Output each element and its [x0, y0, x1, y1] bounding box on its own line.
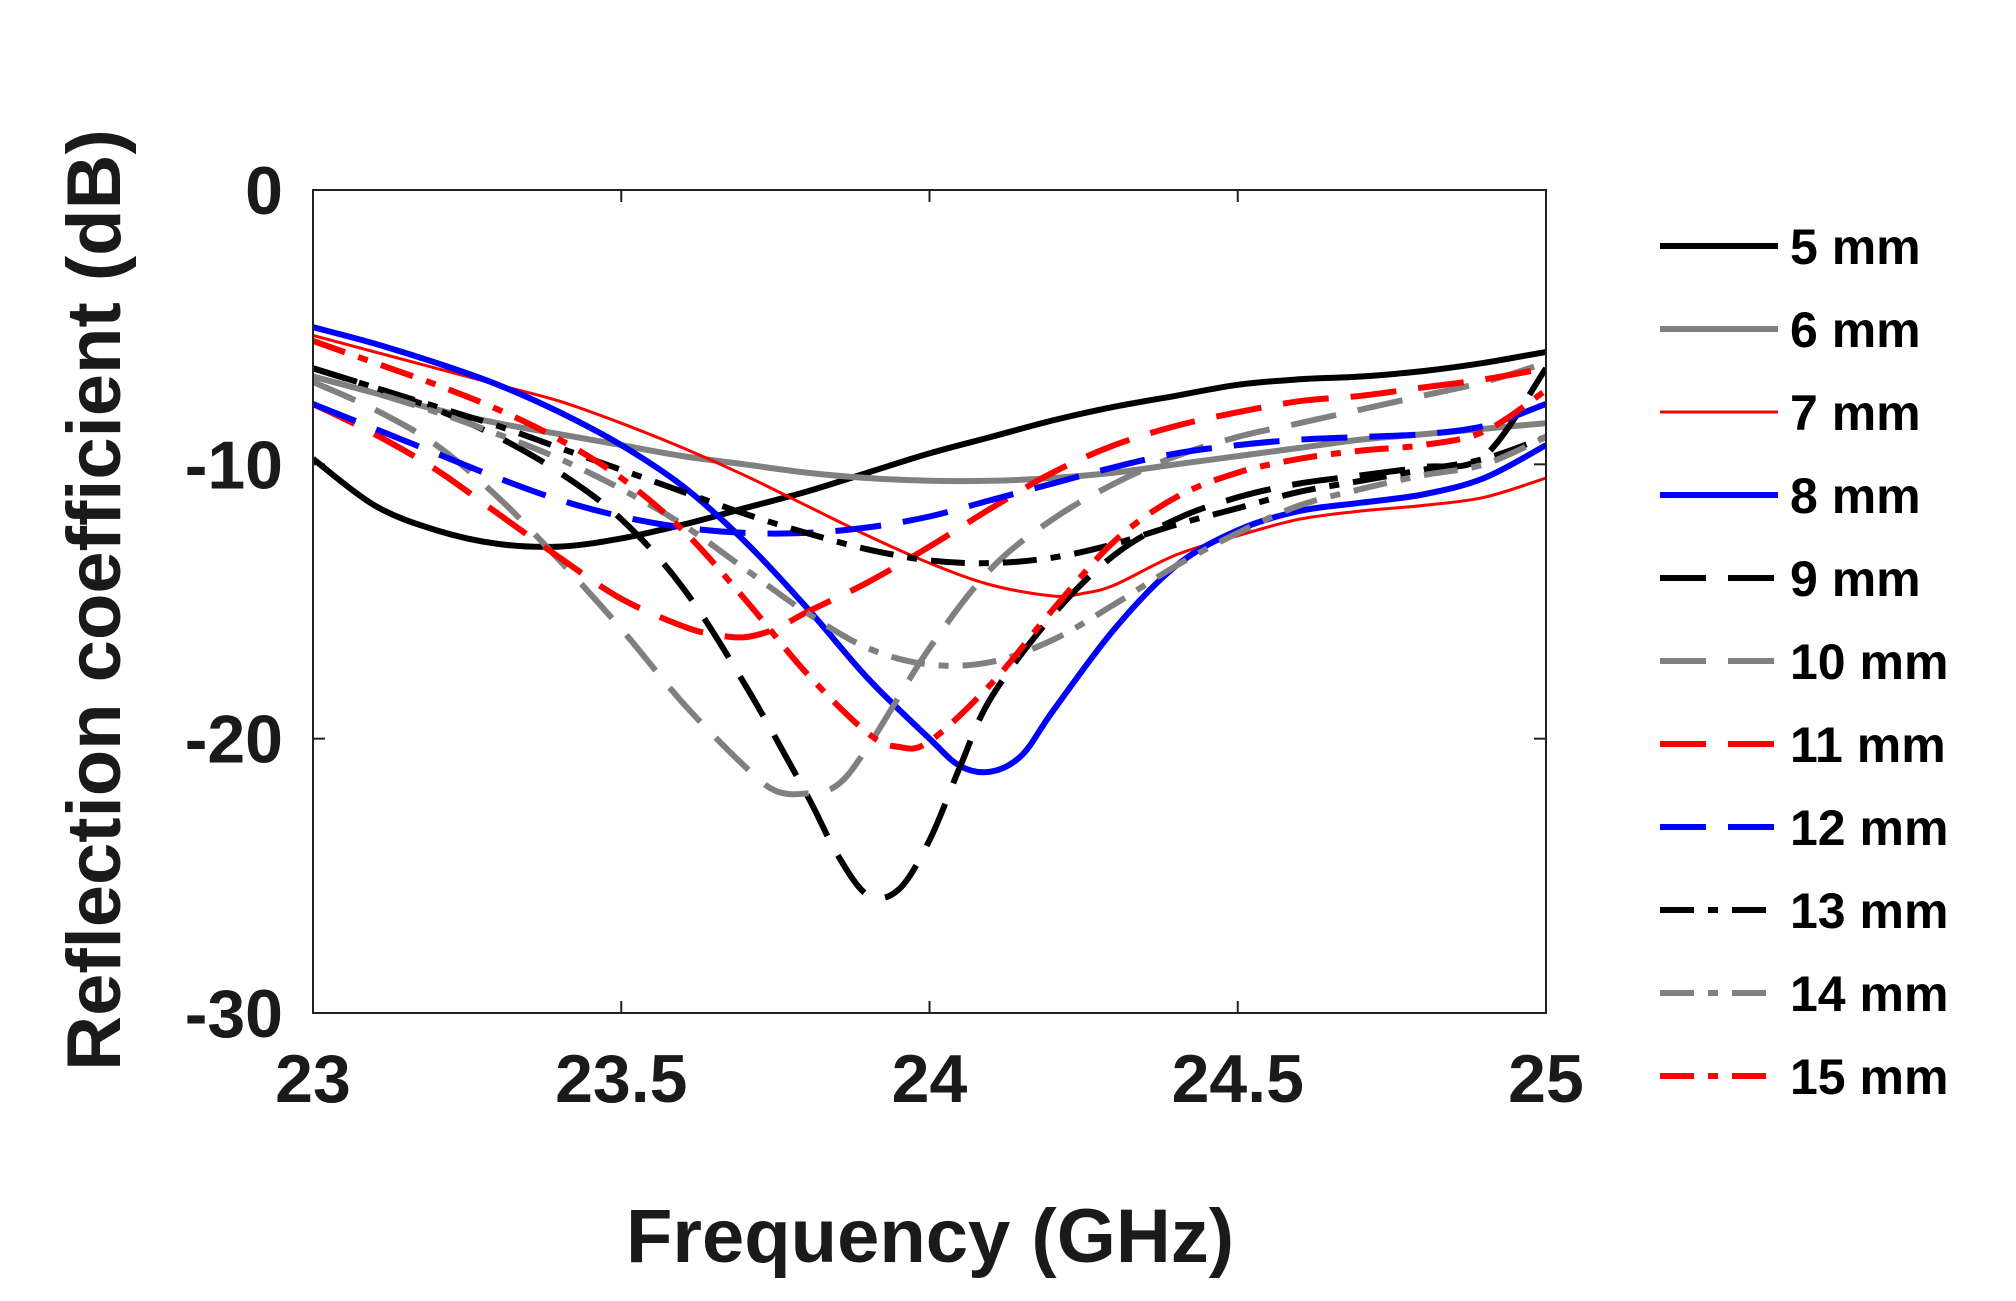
legend-label-11-mm: 11 mm: [1790, 717, 1946, 773]
legend-label-5-mm: 5 mm: [1790, 219, 1921, 275]
legend-label-8-mm: 8 mm: [1790, 468, 1921, 524]
series-line-5-mm: [313, 348, 1546, 550]
series-line-14-mm: [313, 373, 1546, 669]
series-line-15-mm: [313, 338, 1546, 752]
legend-label-13-mm: 13 mm: [1790, 883, 1948, 939]
x-axis-title: Frequency (GHz): [626, 1194, 1234, 1279]
series-line-9-mm: [313, 365, 1546, 902]
y-tick-label: -10: [185, 427, 283, 503]
legend: 5 mm 6 mm 7 mm 8 mm 9 mm 10 mm 11 mm 12 mm 13 mm…: [1660, 219, 1948, 1105]
y-axis-title: Reflection coefficient (dB): [52, 129, 137, 1071]
legend-label-12-mm: 12 mm: [1790, 800, 1948, 856]
legend-label-9-mm: 9 mm: [1790, 551, 1921, 607]
series-line-10-mm: [313, 359, 1546, 798]
plot-frame: [312, 189, 1547, 1014]
x-tick-label: 24.5: [1172, 1041, 1304, 1117]
x-tick-label: 23.5: [555, 1041, 687, 1117]
y-tick-label: -20: [185, 702, 283, 778]
y-tick-label: -30: [185, 976, 283, 1052]
legend-label-10-mm: 10 mm: [1790, 634, 1948, 690]
series-line-8-mm: [313, 324, 1546, 776]
x-tick-labels: 23 23.5 24 24.5 25: [275, 1041, 1584, 1117]
series-layer: [313, 324, 1546, 902]
legend-label-15-mm: 15 mm: [1790, 1049, 1948, 1105]
plot-background: [313, 190, 1546, 1013]
series-line-7-mm: [313, 333, 1546, 598]
series-line-6-mm: [313, 373, 1546, 485]
legend-label-7-mm: 7 mm: [1790, 385, 1921, 441]
y-tick-labels: 0 -10 -20 -30: [185, 153, 283, 1052]
legend-label-14-mm: 14 mm: [1790, 966, 1948, 1022]
x-tick-label: 25: [1508, 1041, 1584, 1117]
x-tick-label: 24: [892, 1041, 968, 1117]
series-line-13-mm: [313, 365, 1546, 567]
series-line-11-mm: [313, 365, 1546, 641]
y-tick-label: 0: [245, 153, 283, 229]
x-tick-label: 23: [275, 1041, 351, 1117]
series-line-12-mm: [313, 401, 1546, 537]
legend-label-6-mm: 6 mm: [1790, 302, 1921, 358]
